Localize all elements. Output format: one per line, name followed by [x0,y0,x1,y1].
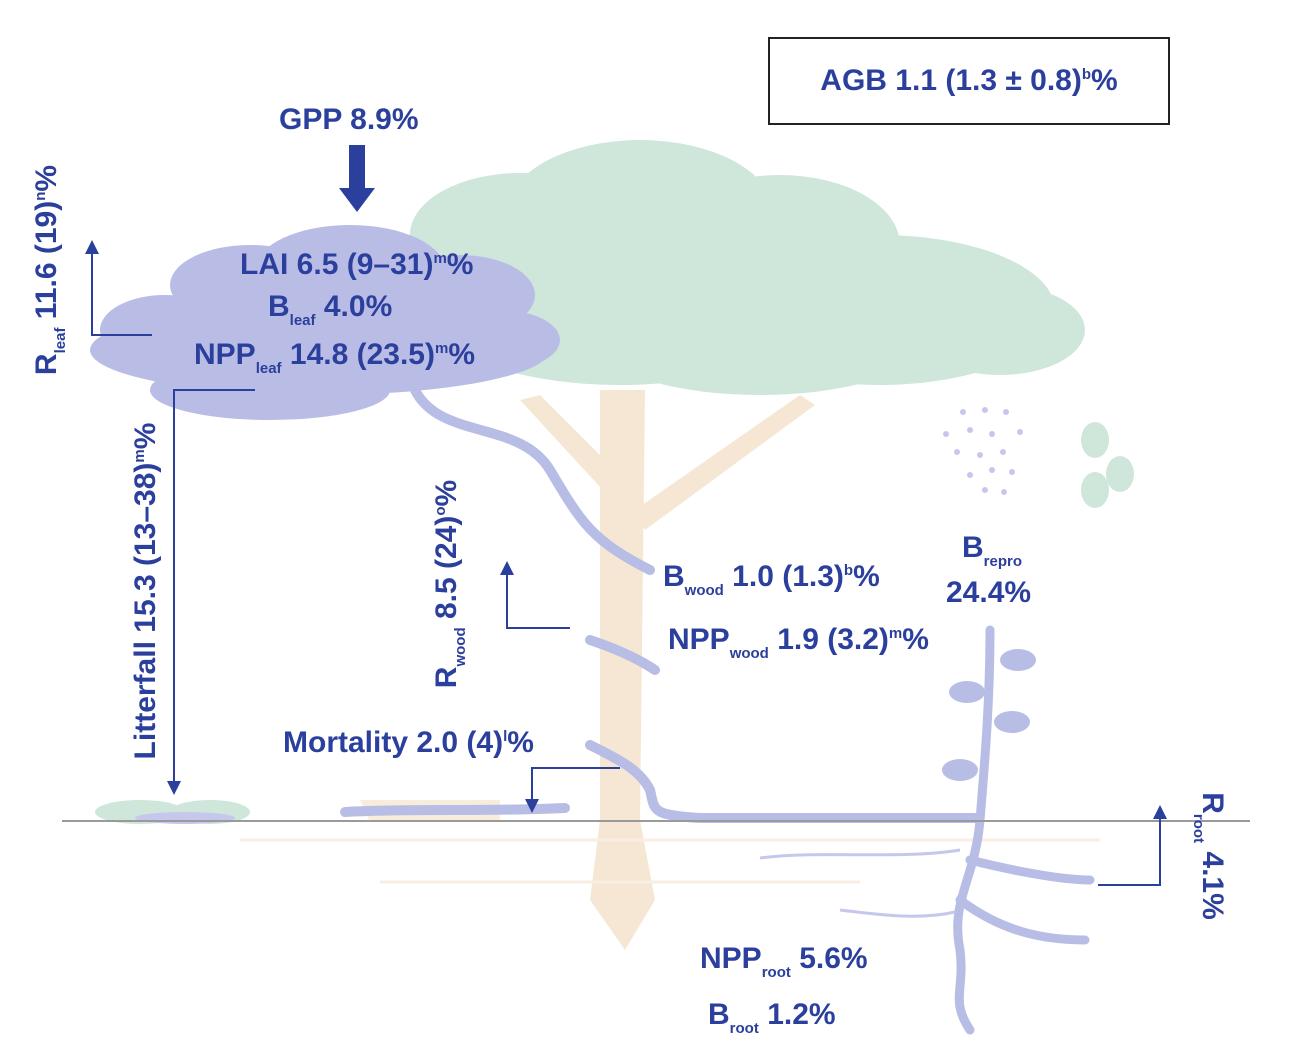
npp-root-label: NPProot 5.6% [700,942,868,981]
tree-trunk [360,390,815,950]
npp-wood-label: NPPwood 1.9 (3.2)m% [668,623,929,662]
r-root-label-wrap: Rroot 4.1% [1114,792,1304,920]
litterfall-label: Litterfall 15.3 (13–38)m% [129,422,162,760]
liana [953,625,1095,1035]
mortality-arrow [525,767,620,813]
b-leaf-label: Bleaf 4.0% [268,290,393,329]
soil [240,838,1100,884]
r-root-arrow [1098,805,1167,886]
b-repro-label: Brepro [962,531,1023,570]
npp-leaf-label: NPPleaf 14.8 (23.5)m% [194,338,476,377]
lai-label: LAI 6.5 (9–31)m% [240,248,474,281]
b-repro-value: 24.4% [946,576,1032,609]
b-wood-label: Bwood 1.0 (1.3)b% [663,560,880,599]
r-leaf-label: Rleaf 11.6 (19)n% [30,164,69,376]
flux-arrows [85,240,1167,886]
r-wood-label-wrap: Rwood 8.5 (24)o% [325,480,575,688]
leaf-cloud [90,225,560,420]
agb-label: AGB 1.1 (1.3 ± 0.8)b% [820,64,1118,97]
seeds [1081,422,1134,508]
vine [340,385,980,823]
litterfall-arrow [167,389,255,795]
r-root-label: Rroot 4.1% [1190,792,1229,920]
r-wood-arrow [500,561,570,629]
r-leaf-arrow [85,240,152,336]
gpp-label: GPP 8.9% [279,103,419,136]
roots [759,848,961,918]
mortality-label: Mortality 2.0 (4)l% [283,726,534,759]
r-leaf-label-wrap: Rleaf 11.6 (19)n% [0,165,195,375]
agb-box: AGB 1.1 (1.3 ± 0.8)b% [768,37,1170,125]
repro-dots [943,407,1023,495]
b-root-label: Broot 1.2% [708,998,836,1037]
r-wood-label: Rwood 8.5 (24)o% [430,479,469,689]
litterfall-label-wrap: Litterfall 15.3 (13–38)m% [0,423,341,760]
liana-leaves [942,649,1036,781]
gpp-arrow [339,145,375,212]
